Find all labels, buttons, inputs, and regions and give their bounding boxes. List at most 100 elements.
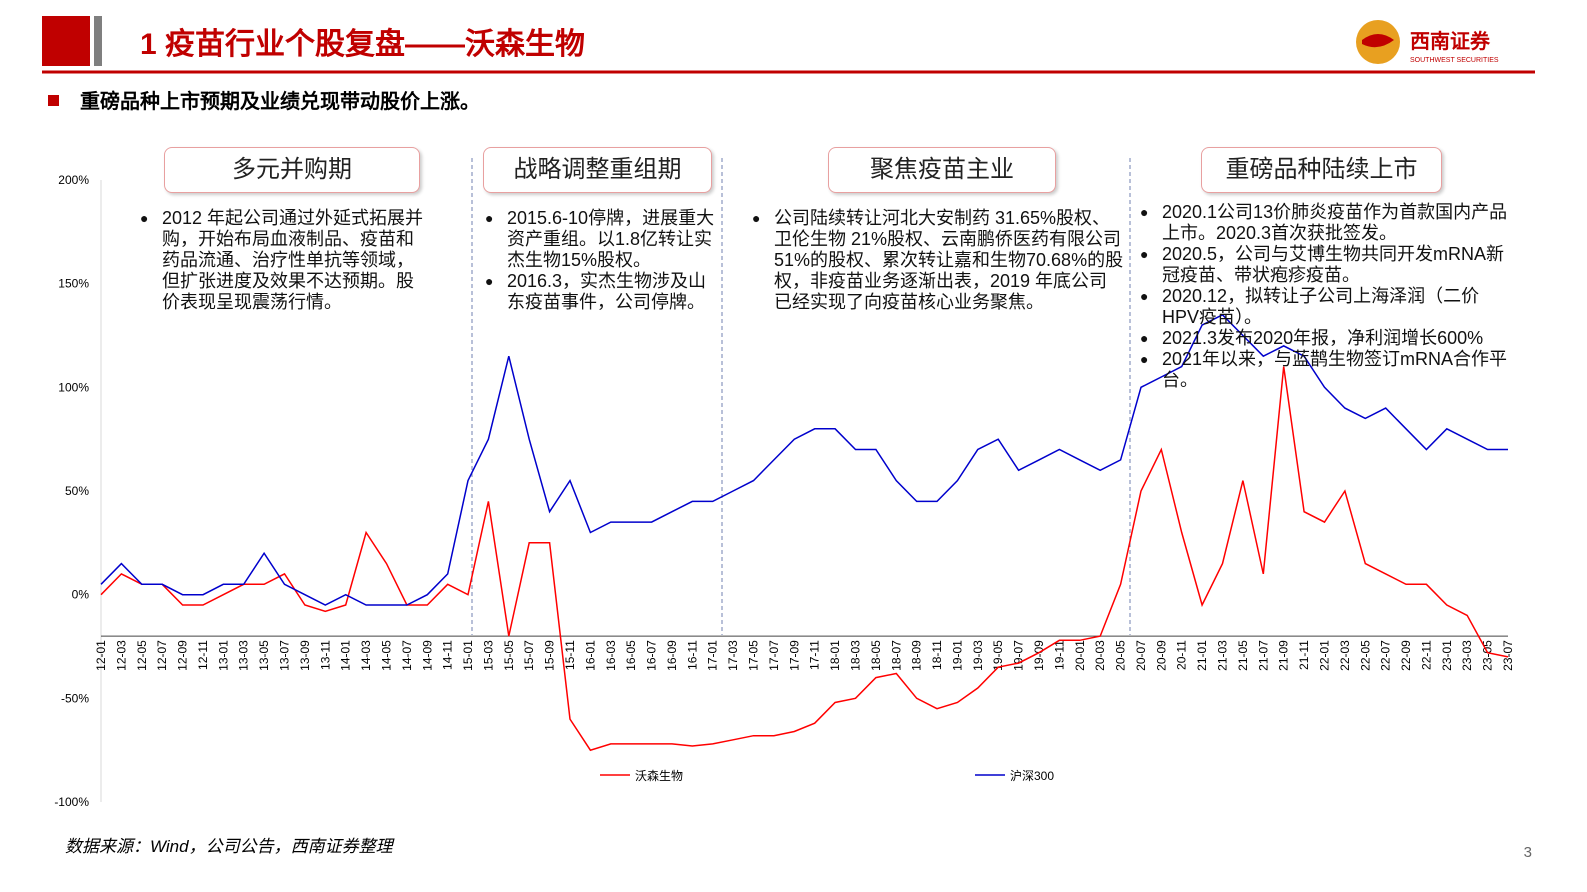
source: 数据来源：Wind，公司公告，西南证券整理 <box>65 837 395 856</box>
x-tick-label: 15-07 <box>522 640 536 671</box>
x-tick-label: 13-09 <box>298 640 312 671</box>
x-tick-label: 22-09 <box>1399 640 1413 671</box>
phase-bullet: 2016.3，实杰生物涉及山东疫苗事件，公司停牌。 <box>485 271 715 313</box>
x-tick-label: 14-05 <box>379 640 393 671</box>
phase-notes: 2015.6-10停牌，进展重大资产重组。以1.8亿转让实杰生物15%股权。20… <box>485 208 715 313</box>
phase-label: 战略调整重组期 <box>483 147 712 193</box>
x-tick-label: 17-09 <box>787 640 801 671</box>
x-tick-label: 19-07 <box>1012 640 1026 671</box>
x-tick-label: 17-03 <box>726 640 740 671</box>
x-tick-label: 18-07 <box>889 640 903 671</box>
series-line <box>100 366 1509 752</box>
x-tick-label: 12-07 <box>155 640 169 671</box>
phase-bullet: 公司陆续转让河北大安制药 31.65%股权、卫伦生物 21%股权、云南鹏侨医药有… <box>752 208 1124 313</box>
x-tick-label: 23-03 <box>1460 640 1474 671</box>
phase-bullet: 2021年以来，与蓝鹊生物签订mRNA合作平台。 <box>1140 349 1512 391</box>
x-tick-label: 13-07 <box>278 640 292 671</box>
x-tick-label: 15-05 <box>502 640 516 671</box>
y-tick-label: 150% <box>58 277 89 291</box>
x-tick-label: 16-09 <box>665 640 679 671</box>
x-tick-label: 15-11 <box>563 640 577 670</box>
x-tick-label: 17-01 <box>706 640 720 671</box>
phase-bullet: 2020.1公司13价肺炎疫苗作为首款国内产品上市。2020.3首次获批签发。 <box>1140 202 1512 244</box>
x-tick-label: 21-01 <box>1195 640 1209 671</box>
phase-bullet: 2015.6-10停牌，进展重大资产重组。以1.8亿转让实杰生物15%股权。 <box>485 208 715 271</box>
x-tick-label: 16-03 <box>604 640 618 671</box>
x-tick-label: 18-09 <box>910 640 924 671</box>
phase-label: 聚焦疫苗主业 <box>828 147 1056 193</box>
x-tick-label: 20-07 <box>1134 640 1148 671</box>
x-tick-label: 15-03 <box>481 640 495 671</box>
subtitle: 重磅品种上市预期及业绩兑现带动股价上涨。 <box>80 89 480 113</box>
x-tick-label: 19-01 <box>950 640 964 671</box>
x-tick-label: 19-11 <box>1052 640 1066 670</box>
phase-notes: 2020.1公司13价肺炎疫苗作为首款国内产品上市。2020.3首次获批签发。 2… <box>1140 202 1512 391</box>
x-tick-label: 20-11 <box>1175 640 1189 670</box>
x-tick-label: 12-01 <box>94 640 108 671</box>
logo-text: 西南证券 <box>1410 29 1491 53</box>
y-tick-label: 0% <box>72 588 90 602</box>
phase-label: 重磅品种陆续上市 <box>1201 147 1442 193</box>
x-tick-label: 20-05 <box>1114 640 1128 671</box>
x-tick-label: 20-01 <box>1073 640 1087 671</box>
x-tick-label: 16-01 <box>583 640 597 671</box>
x-tick-label: 19-09 <box>1032 640 1046 671</box>
x-tick-label: 21-11 <box>1297 640 1311 670</box>
x-tick-label: 18-03 <box>848 640 862 671</box>
x-tick-label: 12-09 <box>176 640 190 671</box>
header-bar <box>94 16 102 66</box>
x-tick-label: 17-05 <box>747 640 761 671</box>
x-tick-label: 13-01 <box>216 640 230 671</box>
x-tick-label: 22-01 <box>1317 640 1331 671</box>
x-tick-label: 19-03 <box>971 640 985 671</box>
y-tick-label: -50% <box>61 691 89 705</box>
legend-label: 沃森生物 <box>635 768 683 783</box>
phase-bullet: 2020.12，拟转让子公司上海泽润（二价HPV疫苗）。 <box>1140 286 1512 328</box>
x-tick-label: 18-11 <box>930 640 944 670</box>
logo-icon <box>1362 34 1394 48</box>
x-tick-label: 13-05 <box>257 640 271 671</box>
page-number: 3 <box>1524 844 1532 861</box>
x-tick-label: 17-11 <box>808 640 822 670</box>
x-tick-label: 18-01 <box>828 640 842 671</box>
x-tick-label: 19-05 <box>991 640 1005 671</box>
x-tick-label: 22-11 <box>1419 640 1433 670</box>
y-tick-label: 100% <box>58 380 89 394</box>
phase-bullet: 2012 年起公司通过外延式拓展并购，开始布局血液制品、疫苗和药品流通、治疗性单… <box>140 208 430 313</box>
legend-label: 沪深300 <box>1010 769 1054 783</box>
phase-notes: 公司陆续转让河北大安制药 31.65%股权、卫伦生物 21%股权、云南鹏侨医药有… <box>752 208 1124 313</box>
x-tick-label: 14-03 <box>359 640 373 671</box>
phase-notes: 2012 年起公司通过外延式拓展并购，开始布局血液制品、疫苗和药品流通、治疗性单… <box>140 208 430 313</box>
y-tick-label: -100% <box>54 795 89 809</box>
x-tick-label: 12-03 <box>114 640 128 671</box>
x-tick-label: 20-09 <box>1154 640 1168 671</box>
x-tick-label: 17-07 <box>767 640 781 671</box>
x-tick-label: 21-03 <box>1216 640 1230 671</box>
x-tick-label: 12-05 <box>135 640 149 671</box>
slide-title: 1 疫苗行业个股复盘——沃森生物 <box>140 27 585 61</box>
x-tick-label: 14-11 <box>441 640 455 670</box>
x-tick-label: 16-11 <box>685 640 699 670</box>
phase-bullet: 2021.3发布2020年报，净利润增长600% <box>1140 328 1512 349</box>
x-tick-label: 13-03 <box>237 640 251 671</box>
x-tick-label: 18-05 <box>869 640 883 671</box>
y-tick-label: 200% <box>58 173 89 187</box>
x-tick-label: 22-03 <box>1338 640 1352 671</box>
x-tick-label: 14-07 <box>400 640 414 671</box>
x-tick-label: 14-01 <box>339 640 353 671</box>
x-tick-label: 22-07 <box>1379 640 1393 671</box>
x-tick-label: 21-07 <box>1256 640 1270 671</box>
x-tick-label: 23-01 <box>1440 640 1454 671</box>
bullet-square <box>48 95 59 106</box>
x-tick-label: 12-11 <box>196 640 210 670</box>
x-tick-label: 16-05 <box>624 640 638 671</box>
x-tick-label: 15-01 <box>461 640 475 671</box>
x-tick-label: 14-09 <box>420 640 434 671</box>
phase-label: 多元并购期 <box>164 147 420 193</box>
y-tick-label: 50% <box>65 484 89 498</box>
x-tick-label: 22-05 <box>1358 640 1372 671</box>
x-tick-label: 16-07 <box>645 640 659 671</box>
x-tick-label: 21-05 <box>1236 640 1250 671</box>
